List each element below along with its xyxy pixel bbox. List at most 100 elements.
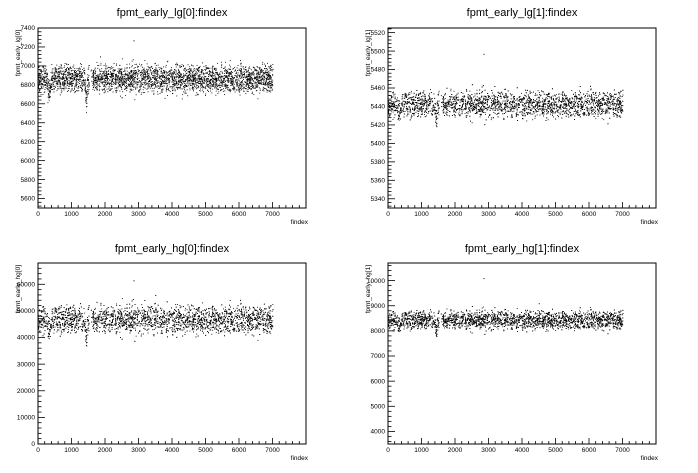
data-point (54, 70, 56, 72)
data-point (266, 74, 268, 75)
plot-frame (37, 27, 307, 209)
data-point (157, 69, 158, 71)
data-point (106, 74, 108, 75)
data-point (221, 80, 223, 82)
data-point (51, 76, 53, 78)
data-point (157, 64, 159, 66)
data-point (108, 83, 110, 85)
data-point (193, 75, 195, 77)
data-point (236, 67, 238, 69)
data-point (264, 72, 266, 74)
data-point (162, 82, 164, 84)
data-point (249, 66, 250, 68)
data-point (156, 74, 158, 75)
data-point (216, 72, 218, 73)
data-point (46, 86, 48, 88)
data-point (122, 85, 123, 86)
data-point (265, 71, 267, 73)
data-point (161, 89, 163, 91)
data-point (163, 85, 165, 87)
y-tick-label: 6000 (21, 158, 36, 165)
x-tick-label: 0 (386, 211, 390, 218)
data-point (217, 74, 219, 76)
data-point (240, 77, 242, 79)
data-point (120, 71, 122, 73)
data-point (243, 71, 245, 73)
data-point (192, 77, 194, 79)
data-point (149, 78, 151, 80)
data-point (229, 78, 231, 79)
data-point (222, 90, 224, 92)
data-point (161, 86, 163, 87)
data-point (178, 81, 180, 82)
data-point (133, 72, 135, 74)
data-point (251, 79, 253, 81)
data-point (208, 74, 209, 75)
data-point (229, 74, 230, 76)
data-point (147, 76, 149, 78)
data-point (85, 92, 87, 93)
data-point (97, 88, 98, 90)
data-point (132, 70, 134, 72)
data-point (40, 86, 42, 87)
data-point (141, 69, 143, 71)
data-point (178, 74, 180, 76)
data-point (126, 90, 128, 92)
data-point (153, 70, 155, 72)
data-point (183, 69, 185, 71)
data-point (205, 78, 207, 80)
data-point (85, 101, 87, 103)
data-point (219, 83, 220, 85)
data-point (181, 66, 182, 67)
data-point (44, 87, 46, 89)
data-point (132, 86, 134, 88)
data-point (237, 74, 239, 76)
data-point (106, 83, 108, 85)
data-point (236, 89, 237, 91)
data-point (250, 75, 252, 77)
data-point (158, 85, 160, 87)
data-point (138, 66, 139, 67)
data-point (107, 66, 109, 68)
data-point (129, 88, 131, 90)
data-point (228, 68, 230, 70)
data-point (221, 64, 223, 66)
data-point (119, 84, 121, 86)
data-point (228, 74, 229, 76)
data-point (186, 70, 188, 71)
data-point (69, 82, 70, 84)
data-point (40, 87, 42, 89)
data-point (251, 82, 253, 84)
data-point (168, 70, 170, 72)
data-point (244, 88, 246, 89)
data-point (98, 84, 100, 86)
data-point (226, 73, 228, 74)
data-point (142, 66, 143, 68)
data-point (197, 94, 199, 96)
data-point (115, 69, 116, 71)
data-point (85, 90, 87, 92)
data-point (269, 81, 271, 83)
data-point (134, 70, 136, 72)
data-point (165, 64, 167, 66)
data-point (262, 86, 264, 88)
data-point (154, 72, 156, 74)
data-point (196, 93, 198, 95)
data-point (210, 86, 212, 88)
data-point (81, 76, 83, 78)
data-point (268, 85, 270, 87)
data-point (160, 67, 161, 69)
data-point (180, 85, 181, 87)
data-point (112, 69, 114, 71)
data-point (141, 92, 143, 94)
data-point (226, 75, 228, 77)
data-point (201, 73, 203, 75)
data-point (97, 76, 99, 77)
data-point (55, 76, 57, 78)
data-point (147, 73, 148, 75)
data-point (85, 106, 87, 108)
data-point (68, 71, 70, 73)
data-point (98, 77, 100, 78)
data-point (89, 85, 90, 87)
data-point (267, 82, 269, 84)
